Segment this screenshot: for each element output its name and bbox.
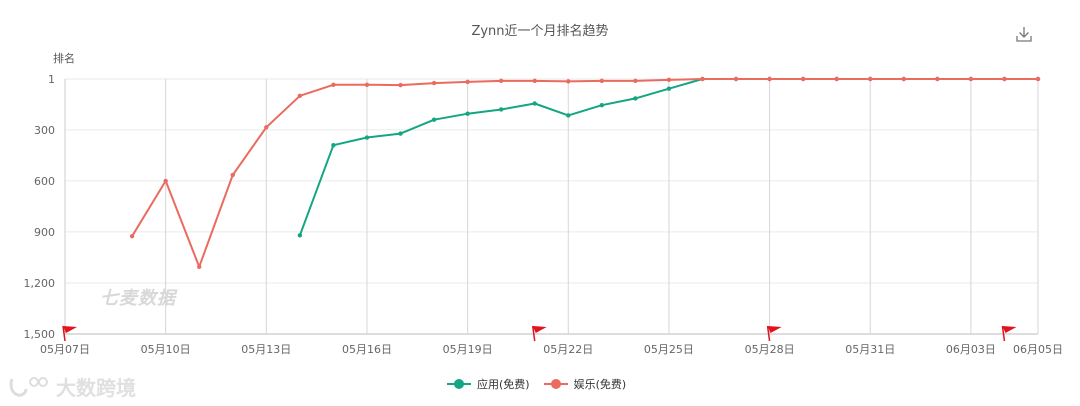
x-tick-label: 05月10日 [141,343,191,356]
data-point[interactable] [700,76,705,82]
data-point[interactable] [431,80,437,86]
data-point[interactable] [197,264,202,270]
x-tick-label: 05月31日 [845,343,895,356]
data-point[interactable] [331,142,336,148]
data-point[interactable] [633,78,638,84]
data-point[interactable] [431,117,437,122]
legend-item-app-free[interactable]: 应用(免费) [447,376,530,392]
x-tick-label: 05月19日 [443,343,493,356]
data-point[interactable] [767,76,772,82]
x-tick-label: 05月28日 [745,343,795,356]
legend-item-entertainment-free[interactable]: 娱乐(免费) [543,376,627,392]
y-tick-label: 600 [34,175,55,188]
dashu-logo-icon [9,376,48,397]
legend-line-icon [543,379,568,389]
y-tick-label: 1,500 [24,328,56,341]
legend-label: 应用(免费) [477,378,530,391]
legend-line-icon [447,379,471,389]
data-point[interactable] [163,178,168,184]
data-point[interactable] [599,102,605,108]
data-point[interactable] [901,76,906,82]
data-point[interactable] [1035,76,1041,82]
series-line [129,76,1041,270]
data-point[interactable] [465,79,470,85]
data-point[interactable] [1002,76,1007,82]
data-point[interactable] [599,78,605,84]
y-tick-label: 300 [34,124,55,137]
data-point[interactable] [498,107,504,112]
data-point[interactable] [364,82,370,87]
y-tick-label: 1,200 [24,277,56,290]
x-tick-label: 05月22日 [543,343,593,356]
data-point[interactable] [868,76,873,82]
x-tick-label: 05月13日 [241,343,291,356]
data-point[interactable] [800,76,806,82]
event-flag-icon[interactable] [62,325,77,342]
data-point[interactable] [398,131,403,136]
x-tick-label: 05月25日 [644,343,694,356]
x-tick-label: 06月03日 [946,343,996,356]
y-tick-label: 900 [34,226,55,239]
data-point[interactable] [465,111,470,116]
data-point[interactable] [834,76,839,82]
data-point[interactable] [566,113,571,118]
watermark-dashu: 大数跨境 [8,372,136,401]
chart-title: Zynn近一个月排名趋势 [471,24,609,39]
data-point[interactable] [129,233,135,239]
download-button[interactable] [1014,24,1034,44]
data-point[interactable] [331,82,336,87]
data-point[interactable] [566,79,571,84]
event-flag-icon[interactable] [531,325,547,342]
data-point[interactable] [666,86,672,91]
download-icon [1016,27,1032,42]
event-flag-icon[interactable] [766,325,782,342]
data-point[interactable] [498,78,504,84]
data-point[interactable] [935,76,940,82]
event-flag-icon[interactable] [1001,325,1017,342]
data-point[interactable] [968,76,974,82]
data-point[interactable] [264,125,269,130]
data-point[interactable] [733,76,739,82]
data-point[interactable] [297,93,303,99]
data-point[interactable] [532,101,537,106]
y-tick-label: 1 [48,73,55,86]
x-tick-label: 06月05日 [1013,343,1063,356]
x-tick-label: 05月16日 [342,343,392,356]
data-point[interactable] [364,135,370,140]
data-point[interactable] [398,82,403,88]
x-tick-label: 05月07日 [40,343,90,356]
legend-label: 娱乐(免费) [573,378,627,391]
data-point[interactable] [666,77,672,83]
watermark-text: 大数跨境 [56,376,136,400]
data-point[interactable] [532,78,537,84]
data-point[interactable] [230,172,235,178]
line-chart: 1 300 600 900 1,200 1,500 05月07日 05月10日 05月13日 05… [24,73,1064,356]
data-point[interactable] [633,96,638,101]
legend: 应用(免费) 娱乐(免费) [447,376,626,392]
y-axis-name: 排名 [53,52,75,65]
watermark-qimai: 七麦数据 [100,288,176,309]
data-point[interactable] [297,233,303,238]
